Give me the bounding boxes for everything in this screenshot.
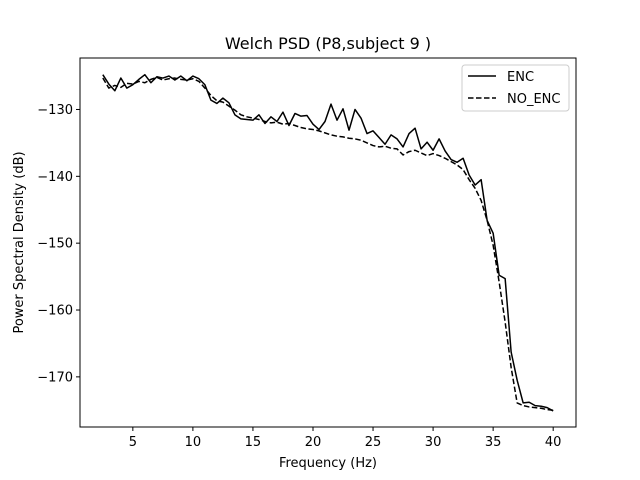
x-axis-label: Frequency (Hz) — [279, 456, 377, 471]
x-tick-label: 30 — [425, 435, 442, 450]
plot-frame — [79, 57, 577, 428]
series-lines — [102, 73, 554, 412]
x-tick-label: 25 — [365, 435, 382, 450]
x-tick-label: 20 — [305, 435, 322, 450]
x-tick-label: 40 — [545, 435, 562, 450]
y-tick-label: −170 — [37, 370, 73, 385]
legend-label-enc: ENC — [507, 70, 534, 85]
y-tick-label: −160 — [37, 304, 73, 319]
chart-title: Welch PSD (P8,subject 9 ) — [225, 34, 431, 53]
x-tick-label: 5 — [129, 435, 137, 450]
series-line-no-enc — [102, 76, 554, 412]
plot-area — [80, 58, 576, 427]
x-tick-label: 10 — [185, 435, 202, 450]
y-tick-label: −140 — [37, 170, 73, 185]
y-tick-label: −150 — [37, 237, 73, 252]
legend: ENC NO_ENC — [461, 64, 570, 112]
y-tick-label: −130 — [37, 103, 73, 118]
x-axis-ticks: 5 10 15 20 25 30 35 40 — [129, 427, 562, 450]
x-tick-label: 35 — [485, 435, 502, 450]
x-tick-label: 15 — [245, 435, 262, 450]
y-axis-ticks: −130 −140 −150 −160 −170 — [37, 103, 80, 385]
legend-label-no-enc: NO_ENC — [507, 92, 560, 107]
y-axis-label: Power Spectral Density (dB) — [12, 151, 27, 333]
